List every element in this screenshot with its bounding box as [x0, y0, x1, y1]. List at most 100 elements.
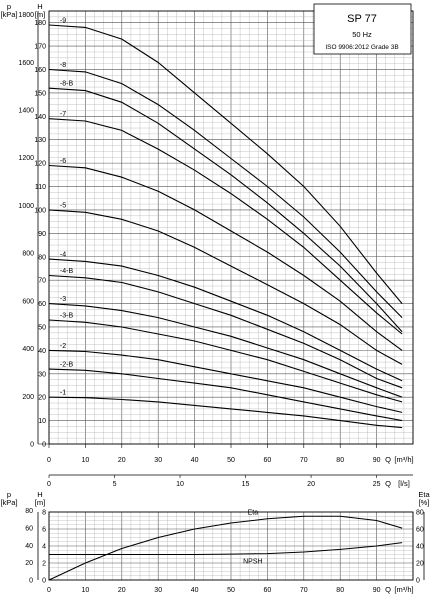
ls-tick-5: 5: [113, 481, 117, 488]
h-tick-130: 130: [34, 137, 46, 144]
q-end-unit: [m³/h]: [394, 455, 413, 464]
b-q-tick-80: 80: [336, 587, 344, 594]
b-h-tick-2: 2: [42, 561, 46, 568]
b-p-tick-80: 80: [25, 508, 33, 515]
h-tick-10: 10: [38, 418, 46, 425]
p-tick-1200: 1200: [18, 155, 34, 162]
curve-label--1: -1: [60, 390, 66, 397]
bottom-plot-frame: [48, 511, 414, 581]
curve-label--8: -8: [60, 62, 66, 69]
b-h-tick-8: 8: [42, 510, 46, 517]
curve--2: [48, 349, 403, 413]
p-tick-1400: 1400: [18, 107, 34, 114]
eta-tick-60: 60: [416, 527, 424, 534]
b-p-tick-20: 20: [25, 560, 33, 567]
h-tick-0: 0: [42, 442, 46, 449]
ls-end-label: Q: [385, 479, 391, 488]
b-q-tick-30: 30: [154, 587, 162, 594]
b-p-tick-0: 0: [29, 578, 33, 585]
b-q-end-unit: [m³/h]: [394, 585, 413, 594]
curve--6: [48, 164, 403, 351]
b-p-unit-top: p: [7, 490, 11, 499]
top-plot-ticks: p[kPa]H[m]102030405060708090100110120130…: [0, 2, 413, 488]
curve-label--4: -4: [60, 252, 66, 259]
b-q-tick-90: 90: [373, 587, 381, 594]
curve-label--4-B: -4-B: [60, 268, 74, 275]
h-tick-40: 40: [38, 348, 46, 355]
b-h-tick-0: 0: [42, 578, 46, 585]
eta-unit-top: Eta: [418, 490, 430, 499]
ls-tick-15: 15: [242, 481, 250, 488]
curve-label--3-B: -3-B: [60, 312, 74, 319]
b-q-tick-60: 60: [264, 587, 272, 594]
curve-label--5: -5: [60, 202, 66, 209]
q-tick-0: 0: [47, 457, 51, 464]
curve--2-B: [48, 368, 403, 422]
h-tick-120: 120: [34, 161, 46, 168]
ls-tick-10: 10: [176, 481, 184, 488]
h-tick-110: 110: [35, 184, 46, 191]
curve--5: [48, 209, 403, 365]
top-plot-axes: [37, 10, 414, 476]
top-plot-curves: -9 -8 -8-B -7 -6 -5 -4 -4-B -3 -3-B -2 -2-B -1: [48, 18, 403, 429]
b-q-tick-20: 20: [118, 587, 126, 594]
b-p-unit: [kPa]: [0, 498, 17, 507]
p-tick-400: 400: [22, 346, 34, 353]
q-tick-70: 70: [300, 457, 308, 464]
ls-tick-20: 20: [307, 481, 315, 488]
ls-end-unit: [l/s]: [398, 479, 410, 488]
ls-tick-25: 25: [373, 481, 381, 488]
curve--3-B: [48, 319, 403, 403]
eta-tick-40: 40: [416, 544, 424, 551]
curve--4-B: [48, 274, 403, 389]
top-plot-grid: [48, 10, 414, 445]
curve--8: [48, 68, 403, 318]
p-unit: [kPa]: [0, 10, 17, 19]
h-tick-160: 160: [34, 67, 46, 74]
eta-tick-20: 20: [416, 561, 424, 568]
curve-label--2-B: -2-B: [60, 362, 74, 369]
h-tick-180: 180: [34, 20, 46, 27]
b-q-tick-10: 10: [82, 587, 90, 594]
h-tick-170: 170: [34, 44, 46, 51]
h-tick-140: 140: [34, 114, 46, 121]
q-tick-90: 90: [373, 457, 381, 464]
curve--9: [48, 24, 403, 304]
h-tick-100: 100: [34, 207, 46, 214]
curve-label--8-B: -8-B: [60, 81, 74, 88]
p-tick-800: 800: [22, 251, 34, 258]
curve--1: [48, 396, 403, 429]
curve-label--2: -2: [60, 343, 66, 350]
q-tick-80: 80: [336, 457, 344, 464]
q-tick-20: 20: [118, 457, 126, 464]
eta-tick-0: 0: [416, 578, 420, 585]
q-tick-40: 40: [191, 457, 199, 464]
q-tick-60: 60: [264, 457, 272, 464]
curve--3: [48, 303, 403, 398]
b-p-tick-60: 60: [25, 526, 33, 533]
bottom-plot-ticks: p[kPa]H[m]Eta[%]024680204060800204060800…: [0, 490, 430, 594]
eta-tick-80: 80: [416, 510, 424, 517]
b-q-tick-70: 70: [300, 587, 308, 594]
b-h-unit: [m]: [35, 498, 45, 507]
q-tick-50: 50: [227, 457, 235, 464]
b-q-tick-50: 50: [227, 587, 235, 594]
curve-label--3: -3: [60, 296, 66, 303]
bottom-plot-axes: [37, 511, 425, 581]
p-tick-1000: 1000: [18, 203, 34, 210]
b-h-unit-top: H: [37, 490, 42, 499]
h-unit-top: H: [37, 2, 42, 11]
ls-tick-0: 0: [47, 481, 51, 488]
curve--8-B: [48, 87, 403, 333]
npsh-curve-label: NPSH: [243, 559, 262, 566]
p-tick-1600: 1600: [18, 60, 34, 67]
h-unit: [m]: [35, 10, 45, 19]
eta-unit: [%]: [419, 498, 430, 507]
p-unit-top: p: [7, 2, 11, 11]
h-tick-60: 60: [38, 301, 46, 308]
curve-eta: [48, 515, 403, 581]
b-h-tick-6: 6: [42, 527, 46, 534]
b-h-tick-4: 4: [42, 544, 46, 551]
